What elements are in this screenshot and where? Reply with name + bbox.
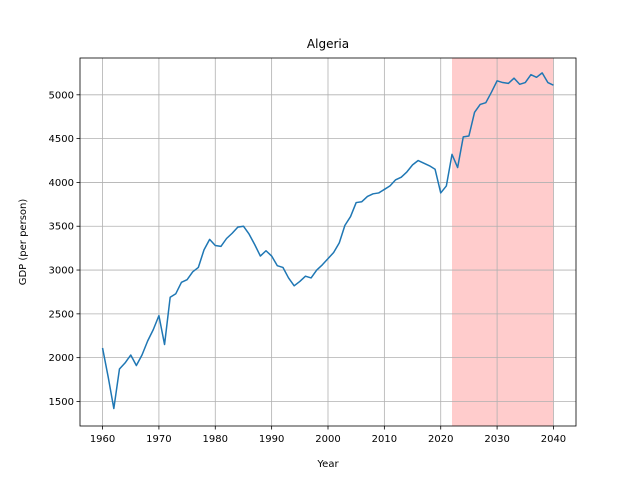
x-axis-ticks: 1960 1970 1980 1990 2000 2010 2020 2030 2040 xyxy=(90,426,566,445)
y-tick-label: 2500 xyxy=(49,309,74,320)
y-tick-label: 4500 xyxy=(49,134,74,145)
x-tick-label: 1980 xyxy=(203,434,228,445)
series-line xyxy=(101,72,554,410)
x-tick-label: 1990 xyxy=(259,434,284,445)
y-axis-ticks: 1500 2000 2500 3000 3500 4000 4500 5000 xyxy=(49,90,80,408)
y-tick-label: 5000 xyxy=(49,90,74,101)
y-tick-label: 4000 xyxy=(49,178,74,189)
y-axis-label: GDP (per person) xyxy=(18,199,29,286)
x-tick-label: 1970 xyxy=(146,434,171,445)
x-tick-label: 2040 xyxy=(541,434,566,445)
x-tick-label: 2020 xyxy=(428,434,453,445)
x-axis-label: Year xyxy=(316,459,339,470)
forecast-highlight xyxy=(452,58,554,426)
y-tick-label: 1500 xyxy=(49,397,74,408)
gdp-series-line xyxy=(101,72,554,410)
x-tick-label: 2000 xyxy=(315,434,340,445)
y-tick-label: 3000 xyxy=(49,266,74,277)
y-tick-label: 3500 xyxy=(49,222,74,233)
y-tick-label: 2000 xyxy=(49,353,74,364)
chart-title: Algeria xyxy=(307,37,349,51)
x-tick-label: 2030 xyxy=(484,434,509,445)
forecast-span xyxy=(452,58,554,426)
x-tick-label: 2010 xyxy=(372,434,397,445)
grid xyxy=(80,58,576,426)
x-tick-label: 1960 xyxy=(90,434,115,445)
